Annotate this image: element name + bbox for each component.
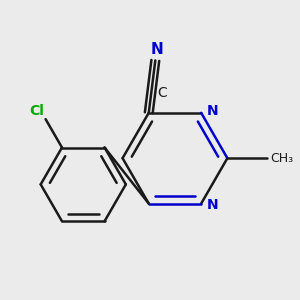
Text: C: C bbox=[157, 86, 167, 100]
Text: N: N bbox=[207, 198, 219, 212]
Text: CH₃: CH₃ bbox=[270, 152, 293, 165]
Text: N: N bbox=[151, 42, 163, 57]
Text: N: N bbox=[207, 104, 219, 118]
Text: Cl: Cl bbox=[29, 103, 44, 118]
